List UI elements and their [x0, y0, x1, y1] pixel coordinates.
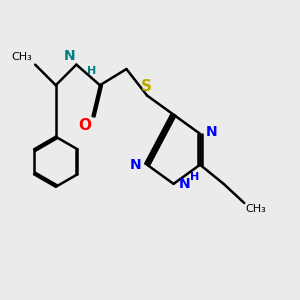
Text: H: H [87, 66, 96, 76]
Text: N: N [206, 125, 217, 139]
Text: N: N [130, 158, 142, 172]
Text: O: O [78, 118, 91, 133]
Text: N: N [63, 49, 75, 63]
Text: S: S [141, 79, 152, 94]
Text: H: H [190, 172, 199, 182]
Text: CH₃: CH₃ [11, 52, 32, 62]
Text: N: N [179, 177, 190, 191]
Text: CH₃: CH₃ [246, 205, 266, 214]
